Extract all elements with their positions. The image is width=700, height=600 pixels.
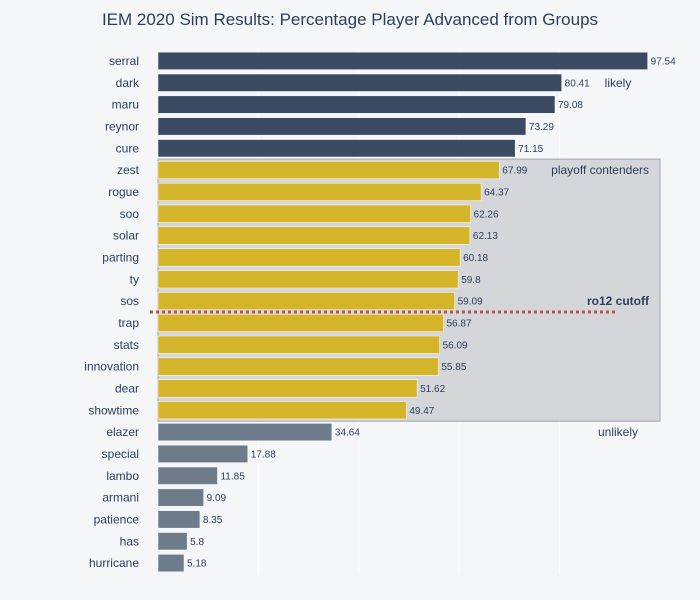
- bar-rogue: [157, 182, 482, 201]
- bar-ty: [157, 270, 459, 289]
- bar-parting: [157, 248, 461, 267]
- value-label-dear: 51.62: [420, 384, 445, 395]
- value-label-sos: 59.09: [458, 297, 483, 308]
- bar-dark: [157, 73, 562, 92]
- bar-reynor: [157, 117, 527, 136]
- cutoff-marker: ro12 cutoff: [150, 294, 650, 314]
- category-label-stats: stats: [114, 338, 139, 352]
- category-label-dear: dear: [115, 381, 139, 395]
- category-label-reynor: reynor: [105, 119, 139, 133]
- value-label-innovation: 55.85: [441, 362, 466, 373]
- bars: [157, 51, 648, 573]
- category-label-parting: parting: [102, 250, 139, 264]
- category-label-maru: maru: [112, 98, 139, 112]
- value-label-showtime: 49.47: [409, 406, 434, 417]
- value-label-dark: 80.41: [565, 78, 590, 89]
- value-label-cure: 71.15: [518, 144, 543, 155]
- cutoff-label: ro12 cutoff: [587, 294, 650, 308]
- annotation-likely: likely: [605, 76, 632, 90]
- bar-lambo: [157, 466, 218, 485]
- value-label-serral: 97.54: [651, 56, 676, 67]
- category-labels: serral dark maru reynor cure zest rogue soo sola…: [84, 54, 140, 570]
- bar-hurricane: [157, 554, 185, 573]
- value-label-special: 17.88: [251, 449, 276, 460]
- value-label-patience: 8.35: [203, 515, 223, 526]
- category-label-solar: solar: [113, 229, 139, 243]
- bar-serral: [157, 51, 648, 70]
- bar-cure: [157, 139, 516, 158]
- category-label-zest: zest: [117, 163, 140, 177]
- bar-soo: [157, 204, 471, 223]
- bar-maru: [157, 95, 556, 114]
- category-label-serral: serral: [109, 54, 139, 68]
- category-label-sos: sos: [120, 294, 139, 308]
- bar-special: [157, 444, 249, 463]
- bar-armani: [157, 488, 204, 507]
- category-label-armani: armani: [102, 491, 139, 505]
- group-annotations: likely playoff contenders unlikely: [551, 76, 649, 439]
- annotation-contenders: playoff contenders: [551, 163, 649, 177]
- value-label-solar: 62.13: [473, 231, 498, 242]
- bar-innovation: [157, 357, 439, 376]
- value-label-trap: 56.87: [446, 318, 471, 329]
- contender-region: [157, 158, 661, 422]
- category-label-cure: cure: [116, 141, 140, 155]
- bar-has: [157, 532, 188, 551]
- category-label-special: special: [102, 447, 139, 461]
- category-label-elazer: elazer: [106, 425, 139, 439]
- value-label-has: 5.8: [190, 537, 204, 548]
- bar-stats: [157, 335, 440, 354]
- annotation-unlikely: unlikely: [598, 425, 638, 439]
- category-label-innovation: innovation: [84, 360, 139, 374]
- value-label-rogue: 64.37: [484, 187, 509, 198]
- bar-solar: [157, 226, 471, 245]
- value-label-soo: 62.26: [474, 209, 499, 220]
- category-label-dark: dark: [116, 76, 140, 90]
- value-label-lambo: 11.85: [220, 471, 245, 482]
- chart-title: IEM 2020 Sim Results: Percentage Player …: [102, 10, 598, 29]
- value-label-stats: 56.09: [443, 340, 468, 351]
- category-label-ty: ty: [130, 272, 139, 286]
- value-labels: 97.54 80.41 79.08 73.29 71.15 67.99 64.37 62.26…: [187, 56, 676, 569]
- bar-sos: [157, 292, 455, 311]
- bar-trap: [157, 313, 444, 332]
- category-label-hurricane: hurricane: [89, 556, 139, 570]
- category-label-soo: soo: [120, 207, 140, 221]
- bar-elazer: [157, 423, 333, 442]
- category-label-trap: trap: [118, 316, 139, 330]
- value-label-maru: 79.08: [558, 100, 583, 111]
- contender-region-box: [157, 158, 661, 422]
- value-label-armani: 9.09: [207, 493, 227, 504]
- bar-dear: [157, 379, 418, 398]
- category-label-patience: patience: [94, 512, 140, 526]
- value-label-reynor: 73.29: [529, 122, 554, 133]
- bar-showtime: [157, 401, 407, 420]
- value-label-hurricane: 5.18: [187, 559, 207, 570]
- category-label-has: has: [120, 534, 139, 548]
- category-label-rogue: rogue: [108, 185, 139, 199]
- value-label-elazer: 34.64: [335, 428, 360, 439]
- value-label-ty: 59.8: [461, 275, 481, 286]
- value-label-zest: 67.99: [502, 166, 527, 177]
- category-label-showtime: showtime: [88, 403, 139, 417]
- value-label-parting: 60.18: [463, 253, 488, 264]
- category-label-lambo: lambo: [106, 469, 139, 483]
- bar-patience: [157, 510, 201, 529]
- bar-zest: [157, 161, 500, 180]
